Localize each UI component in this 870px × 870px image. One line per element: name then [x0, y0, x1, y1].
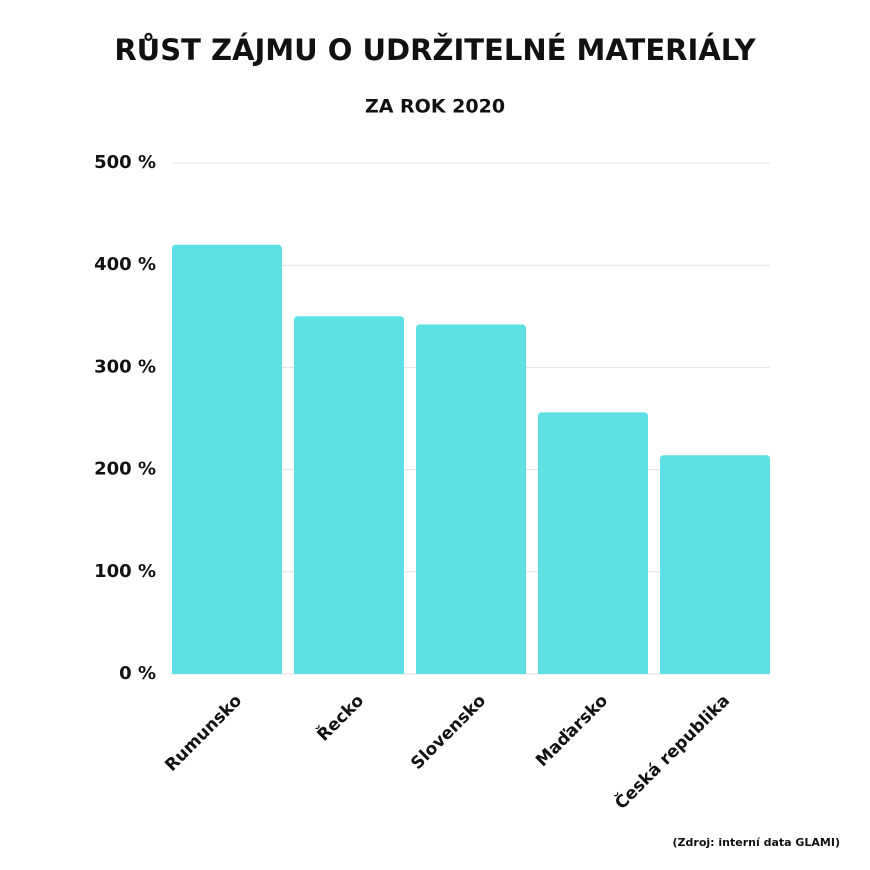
chart-subtitle: ZA ROK 2020: [365, 96, 505, 118]
bar: [660, 455, 770, 674]
chart-title: RŮST ZÁJMU O UDRŽITELNÉ MATERIÁLY: [114, 33, 756, 67]
bar: [294, 316, 404, 674]
bar: [538, 412, 648, 674]
source-note: (Zdroj: interní data GLAMI): [673, 836, 840, 849]
bar: [172, 244, 282, 674]
bar: [416, 324, 526, 674]
y-tick-label: 100 %: [94, 561, 156, 582]
y-tick-label: 0 %: [119, 663, 156, 684]
y-tick-label: 500 %: [94, 152, 156, 173]
y-tick-label: 400 %: [94, 254, 156, 275]
y-tick-label: 300 %: [94, 356, 156, 377]
y-tick-label: 200 %: [94, 459, 156, 480]
